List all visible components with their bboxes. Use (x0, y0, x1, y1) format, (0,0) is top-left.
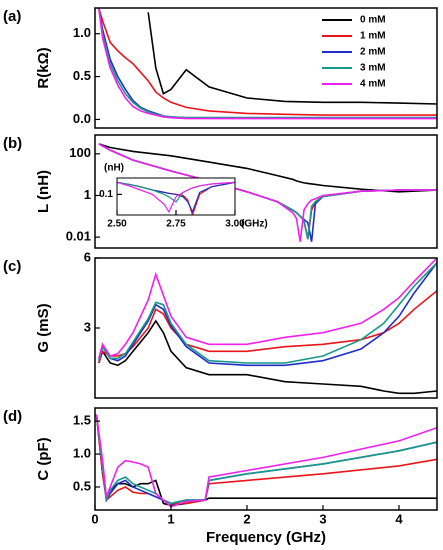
y-axis-label: G (mS) (35, 303, 52, 352)
data-line (95, 414, 437, 505)
plot-frame (94, 407, 438, 511)
legend-label: 1 mM (360, 31, 386, 42)
x-tick-label: 2.50 (107, 219, 127, 230)
plot-lines (117, 181, 235, 215)
y-tick-label: 6 (84, 249, 91, 264)
legend-label: 4 mM (360, 79, 386, 90)
panel-label: (a) (3, 8, 21, 25)
y-tick-label: 1.0 (73, 446, 91, 461)
y-axis-label: C (pF) (35, 437, 52, 480)
inset-y-label: (nH) (104, 163, 124, 174)
plot-frame (94, 134, 438, 249)
plot-frame (94, 257, 438, 399)
data-line (98, 8, 437, 116)
y-axis-label: L (nH) (35, 170, 52, 213)
y-axis-label: R(kΩ) (35, 47, 52, 88)
data-line (98, 143, 437, 242)
data-line (98, 8, 437, 120)
y-tick-label: 0.1 (99, 189, 113, 200)
y-tick-label: 1.0 (73, 25, 91, 40)
data-line (98, 319, 437, 395)
x-tick-label: 0 (91, 511, 98, 526)
data-line (98, 262, 437, 364)
x-axis-label: Frequency (GHz) (206, 529, 326, 546)
x-tick-label: 2.75 (166, 219, 186, 230)
x-tick-label: 2 (243, 511, 250, 526)
data-line (147, 12, 437, 105)
plot-lines (98, 143, 437, 242)
y-tick-label: 1.5 (73, 413, 91, 428)
y-tick-label: 3 (84, 319, 91, 334)
y-tick-label: 1 (84, 187, 91, 202)
data-line (98, 262, 437, 367)
legend-label: 0 mM (360, 15, 386, 26)
inset-x-label: (GHz) (241, 219, 268, 230)
plot-lines (98, 8, 437, 120)
panel-label: (d) (3, 408, 22, 425)
plot-frame (94, 7, 438, 129)
legend-label: 2 mM (360, 47, 386, 58)
panel-label: (b) (3, 135, 22, 152)
plot-lines (95, 414, 437, 508)
legend-label: 3 mM (360, 63, 386, 74)
plot-lines (98, 258, 437, 395)
panel: 0.01 1 100 (b) L (nH) (3, 134, 438, 249)
panel: 3 6 (c) G (mS) (3, 249, 438, 399)
data-line (98, 8, 437, 119)
panel: 0.5 1.0 1.5 0 1 2 3 4 (d) C (pF) Frequency (GHz) (3, 407, 438, 546)
data-line (95, 414, 437, 507)
y-tick-label: 0.01 (66, 229, 91, 244)
data-line (98, 290, 437, 364)
data-line (95, 414, 437, 508)
data-line (117, 181, 235, 214)
y-tick-label: 0.5 (73, 478, 91, 493)
x-tick-label: 3 (319, 511, 326, 526)
data-line (98, 143, 437, 193)
x-tick-label: 1 (167, 511, 174, 526)
y-tick-label: 0.5 (73, 68, 91, 83)
inset: 0.1 2.50 2.75 3.00 (nH) (GHz) (99, 163, 268, 230)
y-tick-label: 100 (69, 145, 91, 160)
data-line (98, 258, 437, 359)
panel-label: (c) (3, 258, 21, 275)
panel: 0.0 0.5 1.0 (a) R(kΩ) 0 mM 1 mM 2 mM 3 mM 4 mM (3, 7, 438, 129)
x-tick-label: 3.00 (225, 219, 245, 230)
x-tick-label: 4 (395, 511, 403, 526)
y-tick-label: 0.0 (73, 111, 91, 126)
